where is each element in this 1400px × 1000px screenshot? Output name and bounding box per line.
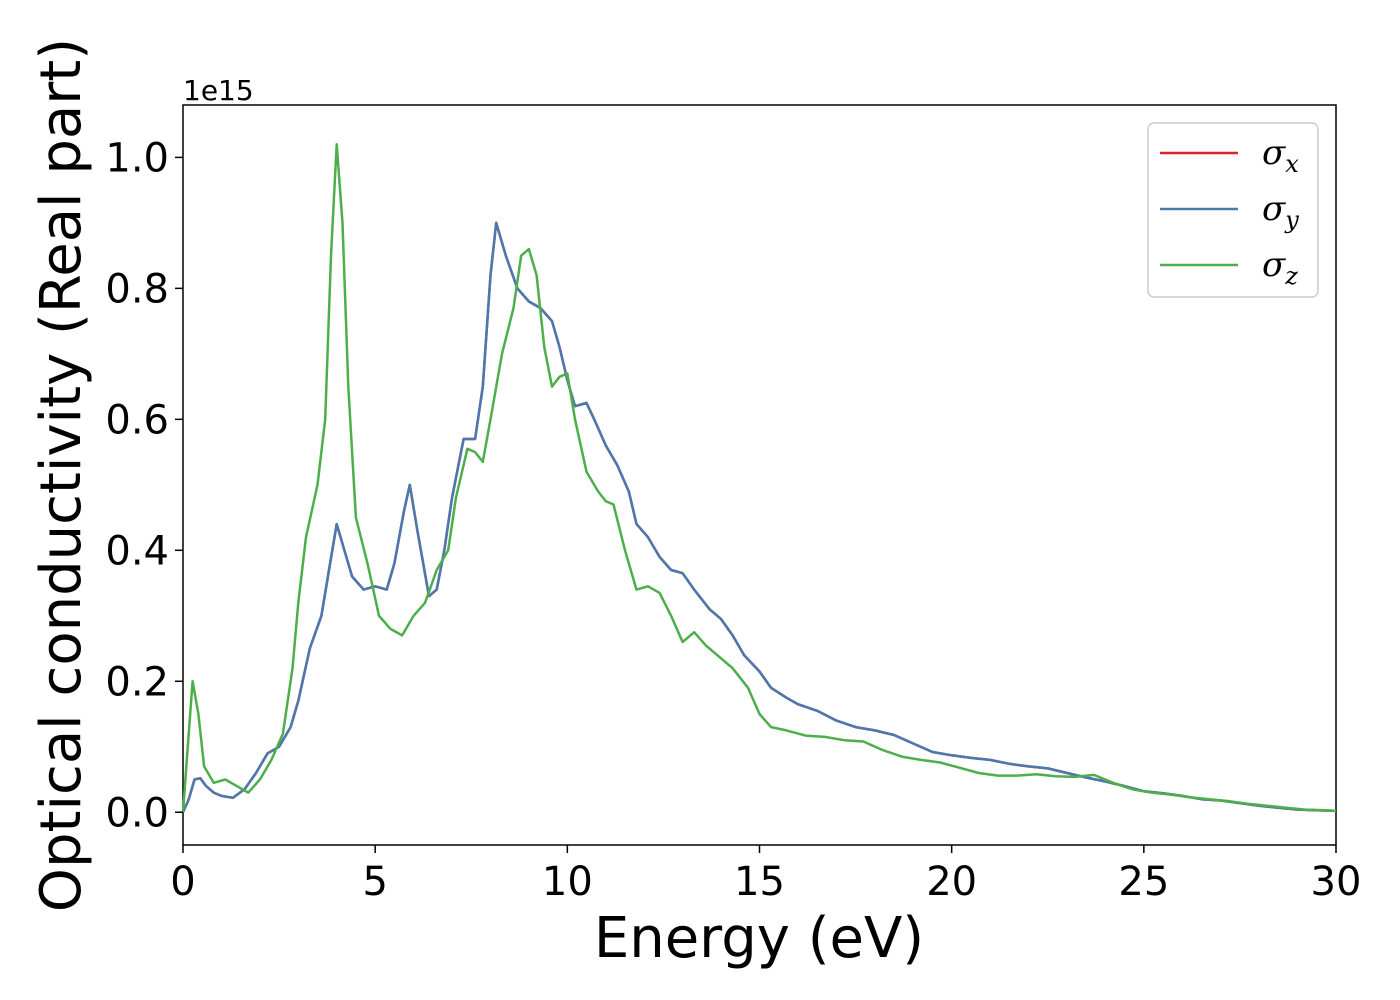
x-axis-ticks: 0 5 10 15 20 25 30 [170,845,1361,905]
y-tick-label: 0.6 [105,397,169,443]
x-tick-label: 30 [1311,859,1362,905]
y-tick-label: 0.0 [105,790,169,836]
x-tick-label: 15 [734,859,785,905]
y-offset-label: 1e15 [183,74,254,107]
y-tick-label: 1.0 [105,135,169,181]
y-axis-ticks: 0.0 0.2 0.4 0.6 0.8 1.0 [105,135,183,836]
x-tick-label: 10 [542,859,593,905]
series-line-y [181,221,1337,813]
x-tick-label: 25 [1118,859,1169,905]
y-tick-label: 0.2 [105,659,169,705]
x-tick-label: 20 [926,859,977,905]
legend-label-z: σz [1262,245,1298,290]
x-axis-label: Energy (eV) [594,906,924,971]
legend-label-y: σy [1262,189,1299,234]
y-tick-label: 0.4 [105,528,169,574]
series-line-z [181,143,1337,813]
x-tick-label: 0 [170,859,195,905]
legend: σx σy σz [1147,122,1319,298]
legend-label-x: σx [1262,133,1299,178]
y-tick-label: 0.8 [105,266,169,312]
series-lines [181,143,1337,813]
y-axis-label: Optical conductivity (Real part) [29,38,94,912]
x-tick-label: 5 [362,859,387,905]
